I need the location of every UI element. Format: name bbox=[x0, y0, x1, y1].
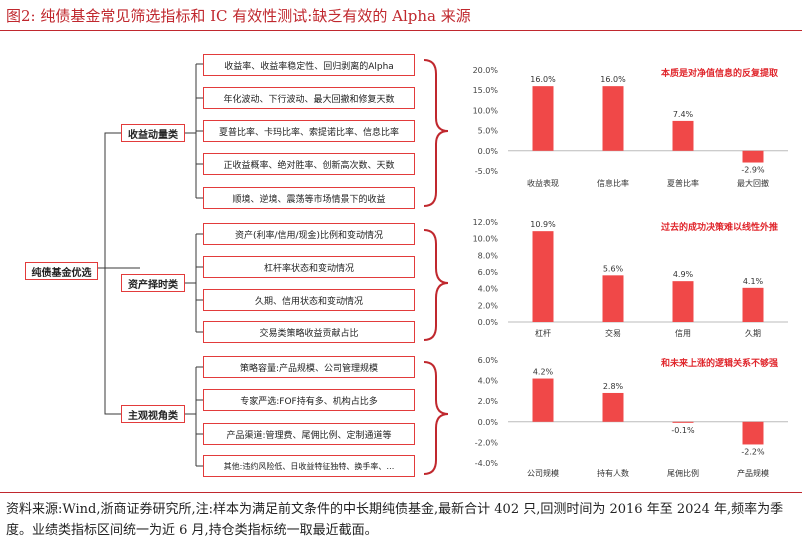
bar-4 bbox=[742, 287, 764, 322]
connector-root-group1 bbox=[104, 132, 140, 268]
y-tick-label: 0.0% bbox=[478, 418, 499, 427]
bar-4 bbox=[742, 150, 764, 163]
connector-group3-items bbox=[185, 366, 203, 467]
category-label-2: 交易 bbox=[605, 328, 621, 338]
bar-2 bbox=[602, 86, 624, 151]
data-label-1: 16.0% bbox=[530, 75, 556, 84]
data-label-4: -2.9% bbox=[741, 166, 765, 175]
chart-returns: 20.0% 15.0% 10.0% 5.0% 0.0% -5.0% 16.0% 收益表现 16.… bbox=[473, 66, 788, 188]
y-tick-label: 15.0% bbox=[473, 86, 499, 95]
chart-title: 本质是对净值信息的反复提取 bbox=[661, 67, 779, 79]
root-node: 纯债基金优选 bbox=[25, 262, 98, 280]
bracket-group3 bbox=[423, 361, 449, 475]
category-label-3: 尾佣比例 bbox=[667, 468, 699, 478]
bar-3 bbox=[672, 421, 694, 423]
connector-group2-items bbox=[185, 233, 203, 333]
data-label-3: 7.4% bbox=[673, 110, 694, 119]
category-label-2: 信息比率 bbox=[597, 178, 629, 188]
figure-title: 图2: 纯债基金常见筛选指标和 IC 有效性测试:缺乏有效的 Alpha 来源 bbox=[6, 7, 471, 25]
category-label-1: 收益表现 bbox=[527, 178, 559, 188]
category-label-4: 产品规模 bbox=[737, 468, 769, 478]
y-tick-label: 0.0% bbox=[478, 318, 499, 327]
y-tick-label: 10.0% bbox=[473, 235, 499, 244]
y-tick-label: -2.0% bbox=[475, 438, 499, 447]
data-label-1: 4.2% bbox=[533, 368, 554, 377]
data-label-2: 16.0% bbox=[600, 75, 626, 84]
category-label-1: 公司规模 bbox=[527, 468, 559, 478]
category-label-3: 信用 bbox=[675, 328, 691, 338]
group3-item-1: 策略容量:产品规模、公司管理规模 bbox=[203, 356, 415, 378]
y-tick-label: 10.0% bbox=[473, 106, 499, 115]
group2-item-3: 久期、信用状态和变动情况 bbox=[203, 289, 415, 311]
bar-1 bbox=[532, 231, 554, 322]
bar-2 bbox=[602, 275, 624, 322]
group1-item-1: 收益率、收益率稳定性、回归剥离的Alpha bbox=[203, 54, 415, 76]
y-tick-label: 20.0% bbox=[473, 66, 499, 75]
bar-2 bbox=[602, 392, 624, 422]
group1-item-3: 夏普比率、卡玛比率、索提诺比率、信息比率 bbox=[203, 120, 415, 142]
group2-node: 资产择时类 bbox=[121, 274, 185, 292]
group2-item-1: 资产(利率/信用/现金)比例和变动情况 bbox=[203, 223, 415, 245]
group1-node: 收益动量类 bbox=[121, 124, 185, 142]
y-tick-label: -5.0% bbox=[475, 167, 499, 176]
y-tick-label: 0.0% bbox=[478, 147, 499, 156]
chart-title: 和未来上涨的逻辑关系不够强 bbox=[660, 357, 778, 369]
data-label-4: 4.1% bbox=[743, 277, 764, 286]
data-label-4: -2.2% bbox=[741, 447, 765, 456]
data-label-3: 4.9% bbox=[673, 270, 694, 279]
source-footnote: 资料来源:Wind,浙商证券研究所,注:样本为满足前文条件的中长期纯债基金,最新… bbox=[6, 502, 784, 538]
bar-3 bbox=[672, 120, 694, 151]
y-tick-label: 2.0% bbox=[478, 397, 499, 406]
y-tick-label: 4.0% bbox=[478, 377, 499, 386]
y-tick-label: 6.0% bbox=[478, 356, 499, 365]
chart-allocation: 12.0% 10.0% 8.0% 6.0% 4.0% 2.0% 0.0% 10.9% 杠杆 5.6… bbox=[473, 218, 788, 338]
bracket-group2 bbox=[423, 229, 449, 341]
category-label-4: 久期 bbox=[745, 328, 761, 338]
data-label-3: -0.1% bbox=[671, 426, 695, 435]
y-tick-label: 6.0% bbox=[478, 268, 499, 277]
y-tick-label: 12.0% bbox=[473, 218, 499, 227]
y-tick-label: 2.0% bbox=[478, 301, 499, 310]
y-tick-label: 4.0% bbox=[478, 285, 499, 294]
category-label-3: 夏普比率 bbox=[667, 178, 699, 188]
y-tick-label: 5.0% bbox=[478, 127, 499, 136]
bottom-rule bbox=[0, 492, 802, 493]
bar-1 bbox=[532, 86, 554, 151]
bracket-group1 bbox=[423, 59, 449, 207]
bar-1 bbox=[532, 378, 554, 422]
group1-item-4: 正收益概率、绝对胜率、创新高次数、天数 bbox=[203, 153, 415, 175]
bar-4 bbox=[742, 421, 764, 445]
group1-item-2: 年化波动、下行波动、最大回撤和修复天数 bbox=[203, 87, 415, 109]
group3-item-3: 产品渠道:管理费、尾佣比例、定制通道等 bbox=[203, 423, 415, 445]
category-label-2: 持有人数 bbox=[597, 468, 629, 478]
category-label-1: 杠杆 bbox=[535, 328, 551, 338]
category-label-4: 最大回撤 bbox=[737, 178, 769, 188]
data-label-1: 10.9% bbox=[530, 220, 556, 229]
chart-title: 过去的成功决策难以线性外推 bbox=[661, 221, 778, 233]
group3-node: 主观视角类 bbox=[121, 405, 185, 423]
group2-item-2: 杠杆率状态和变动情况 bbox=[203, 256, 415, 278]
group1-item-5: 顺境、逆境、震荡等市场情景下的收益 bbox=[203, 187, 415, 209]
top-rule bbox=[0, 30, 802, 31]
bar-3 bbox=[672, 281, 694, 322]
tree-connectors bbox=[98, 59, 449, 475]
group3-item-2: 专家严选:FOF持有多、机构占比多 bbox=[203, 389, 415, 411]
y-tick-label: -4.0% bbox=[475, 459, 499, 468]
y-tick-label: 8.0% bbox=[478, 251, 499, 260]
group3-item-4: 其他:违约风险低、日收益特征独特、换手率、… bbox=[203, 455, 415, 477]
data-label-2: 2.8% bbox=[603, 382, 624, 391]
chart-subjective: 6.0% 4.0% 2.0% 0.0% -2.0% -4.0% 4.2% 公司规模 2.8% 持有… bbox=[475, 356, 788, 478]
group2-item-4: 交易类策略收益贡献占比 bbox=[203, 321, 415, 343]
connector-group1-items bbox=[185, 63, 203, 199]
data-label-2: 5.6% bbox=[603, 264, 624, 273]
